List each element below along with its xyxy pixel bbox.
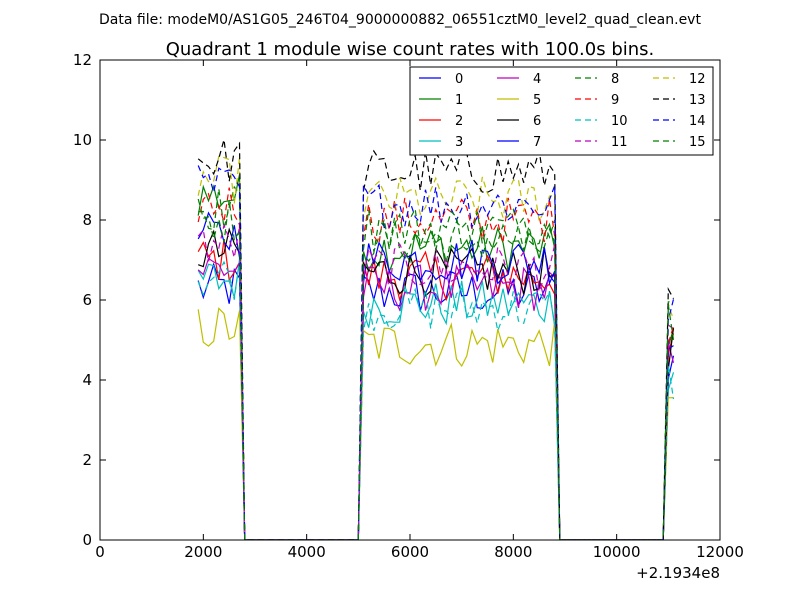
legend-label-1: 1	[455, 93, 463, 108]
x-tick-label: 0	[95, 543, 105, 561]
legend-label-13: 13	[689, 93, 706, 108]
y-tick-label: 0	[82, 531, 92, 549]
legend-label-11: 11	[611, 135, 628, 150]
legend-box	[409, 66, 714, 156]
x-offset-label: +2.1934e8	[636, 564, 720, 582]
y-tick-label: 2	[82, 451, 92, 469]
series-line-6	[197, 227, 675, 540]
series-line-7	[197, 211, 674, 540]
x-tick-label: 2000	[184, 543, 222, 561]
y-tick-label: 12	[73, 51, 92, 69]
legend-label-7: 7	[533, 135, 541, 150]
series-line-9	[197, 187, 675, 540]
series-line-13	[197, 139, 675, 540]
series-line-10	[197, 259, 675, 540]
legend-label-4: 4	[533, 72, 541, 87]
x-tick-label: 12000	[696, 543, 744, 561]
y-tick-label: 4	[82, 371, 92, 389]
series-line-12	[197, 155, 675, 540]
x-tick-label: 8000	[494, 543, 532, 561]
series-line-11	[197, 223, 674, 540]
series-line-4	[197, 257, 675, 540]
series-line-3	[197, 261, 675, 540]
series-line-0	[197, 262, 675, 540]
chart-title: Quadrant 1 module wise count rates with …	[166, 39, 655, 60]
y-tick-label: 10	[73, 131, 92, 149]
legend-label-5: 5	[533, 93, 541, 108]
series-line-5	[197, 307, 674, 540]
x-tick-label: 10000	[593, 543, 641, 561]
x-tick-label: 4000	[288, 543, 326, 561]
legend-label-14: 14	[689, 114, 706, 129]
legend-label-2: 2	[455, 114, 463, 129]
y-tick-label: 8	[82, 211, 92, 229]
data-file-label: Data file: modeM0/AS1G05_246T04_90000008…	[99, 12, 701, 28]
legend-label-6: 6	[533, 114, 541, 129]
series-line-2	[197, 239, 675, 540]
legend-label-9: 9	[611, 93, 619, 108]
y-tick-label: 6	[82, 291, 92, 309]
legend-label-15: 15	[689, 135, 706, 150]
series-line-1	[197, 174, 675, 540]
series-layer	[197, 139, 675, 540]
legend-label-3: 3	[455, 135, 463, 150]
legend-label-12: 12	[689, 72, 706, 87]
x-tick-label: 6000	[391, 543, 429, 561]
series-line-15	[197, 198, 675, 540]
legend-label-10: 10	[611, 114, 628, 129]
series-line-14	[197, 165, 675, 540]
legend-label-0: 0	[455, 72, 463, 87]
legend-label-8: 8	[611, 72, 619, 87]
